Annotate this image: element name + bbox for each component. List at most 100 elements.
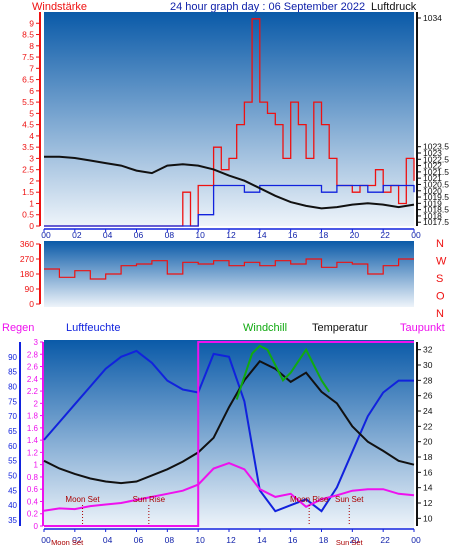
wind-axis: 00.5 11.522.5 33.544.5 55.566.5 77.588.5 9 — [22, 12, 41, 231]
regen-label: Regen — [2, 322, 34, 334]
direction-tick-label: 360 — [20, 239, 34, 249]
humidity-tick-label: 80 — [8, 383, 17, 392]
time-tick-label: 14 — [257, 230, 267, 240]
time-tick-label: 18 — [319, 230, 329, 240]
regen-tick-label: 0.4 — [27, 497, 39, 506]
wind-series — [44, 18, 415, 227]
wind-tick-label: 1.5 — [22, 187, 34, 197]
time-tick-label: 02 — [72, 535, 82, 545]
wind-pressure-panel — [44, 12, 414, 226]
pressure-tick-label: 1020.5 — [423, 179, 449, 189]
time-tick-label: 00 — [411, 535, 421, 545]
annotation-label: Sun Set — [335, 495, 364, 504]
regen-tick-label: 2.2 — [27, 387, 39, 396]
pressure-tick-label: 1019.5 — [423, 192, 449, 202]
humidity-tick-label: 40 — [8, 501, 17, 510]
series-temperatur — [43, 359, 415, 485]
series-luftfeuchte — [43, 349, 414, 513]
bottom-annotation-label: Moon Set — [51, 538, 84, 547]
pressure-tick-label: 1021 — [423, 173, 442, 183]
series-windchill — [235, 344, 331, 400]
humidity-tick-label: 45 — [8, 486, 17, 495]
time-tick-label: 04 — [103, 230, 113, 240]
humidity-tick-label: 90 — [8, 353, 17, 362]
pressure-tick-label: 1034 — [423, 13, 442, 23]
time-tick-label: 08 — [165, 535, 175, 545]
pressure-tick-label: 1017.5 — [423, 217, 449, 227]
temperatur-label: Temperatur — [312, 322, 368, 334]
humidity-tick-label: 60 — [8, 442, 17, 451]
series-luftdruck — [44, 155, 415, 210]
humidity-tick-label: 75 — [8, 397, 17, 406]
wind-tick-label: 8.5 — [22, 30, 34, 40]
time-tick-label: 10 — [195, 535, 205, 545]
time-axis-top: 00 02 04 06 08 10 12 14 16 18 20 22 00 — [41, 228, 421, 240]
temperature-tick-label: 10 — [423, 513, 433, 523]
temperature-tick-label: 32 — [423, 345, 433, 355]
compass-label: W — [436, 256, 447, 268]
temperature-tick-label: 16 — [423, 467, 433, 477]
time-tick-label: 04 — [103, 535, 113, 545]
wind-tick-label: 0.5 — [22, 210, 34, 220]
time-tick-label: 02 — [72, 230, 82, 240]
regen-tick-label: 2.8 — [27, 350, 39, 359]
compass-label: S — [436, 273, 443, 285]
wind-tick-label: 4 — [29, 131, 34, 141]
humidity-tick-label: 50 — [8, 472, 17, 481]
wind-tick-label: 5 — [29, 108, 34, 118]
regen-tick-label: 1.2 — [27, 448, 39, 457]
regen-tick-label: 0.6 — [27, 485, 39, 494]
wind-tick-label: 9 — [29, 18, 34, 28]
direction-tick-label: 180 — [20, 269, 34, 279]
time-tick-label: 16 — [288, 535, 298, 545]
temperature-tick-label: 12 — [423, 498, 433, 508]
series-regen — [44, 341, 414, 527]
windchill-label: Windchill — [243, 322, 287, 334]
regen-tick-label: 3 — [34, 338, 39, 347]
humidity-tick-label: 70 — [8, 412, 17, 421]
wind-tick-label: 3.5 — [22, 142, 34, 152]
time-tick-label: 10 — [195, 230, 205, 240]
time-tick-label: 22 — [380, 535, 390, 545]
compass-label: O — [436, 291, 445, 303]
time-tick-label: 22 — [380, 230, 390, 240]
regen-axis: 0 0.2 0.4 0.6 0.8 1 1.2 1.4 1.6 1.8 2 2.2 2.4 2.6 2.8 3 — [27, 338, 44, 531]
temperature-tick-label: 20 — [423, 437, 433, 447]
time-tick-label: 06 — [134, 535, 144, 545]
regen-tick-label: 2 — [34, 399, 39, 408]
time-tick-label: 18 — [319, 535, 329, 545]
pressure-tick-label: 1023 — [423, 148, 442, 158]
time-tick-label: 14 — [257, 535, 267, 545]
regen-tick-label: 0.8 — [27, 473, 39, 482]
wind-tick-label: 6.5 — [22, 75, 34, 85]
pressure-tick-label: 1023.5 — [423, 142, 449, 152]
series-direction — [44, 258, 414, 280]
regen-tick-label: 0.2 — [27, 510, 39, 519]
temperature-tick-label: 26 — [423, 391, 433, 401]
wind-tick-label: 5.5 — [22, 97, 34, 107]
temperature-tick-label: 24 — [423, 406, 433, 416]
header-pressure-label: Luftdruck — [371, 1, 417, 13]
pressure-tick-label: 1020 — [423, 186, 442, 196]
compass-label: N — [436, 238, 444, 250]
wind-tick-label: 3 — [29, 153, 34, 163]
regen-tick-label: 2.4 — [27, 375, 39, 384]
time-tick-label: 08 — [165, 230, 175, 240]
regen-tick-label: 1.6 — [27, 424, 39, 433]
annotation-label: Moon Rise — [290, 495, 329, 504]
time-tick-label: 12 — [226, 230, 236, 240]
direction-axis: 0 90 180 270 360 — [20, 239, 41, 309]
direction-tick-label: 0 — [29, 299, 34, 309]
climate-panel — [44, 340, 414, 528]
series-windböen — [44, 184, 415, 227]
compass-label: N — [436, 308, 444, 320]
wind-tick-label: 7.5 — [22, 52, 34, 62]
wind-tick-label: 0 — [29, 221, 34, 231]
wind-direction-panel — [44, 241, 414, 307]
regen-tick-label: 2.6 — [27, 363, 39, 372]
bottom-annotation-label: Sun Set — [336, 538, 364, 547]
luftfeuchte-label: Luftfeuchte — [66, 322, 120, 334]
wind-tick-label: 2.5 — [22, 165, 34, 175]
